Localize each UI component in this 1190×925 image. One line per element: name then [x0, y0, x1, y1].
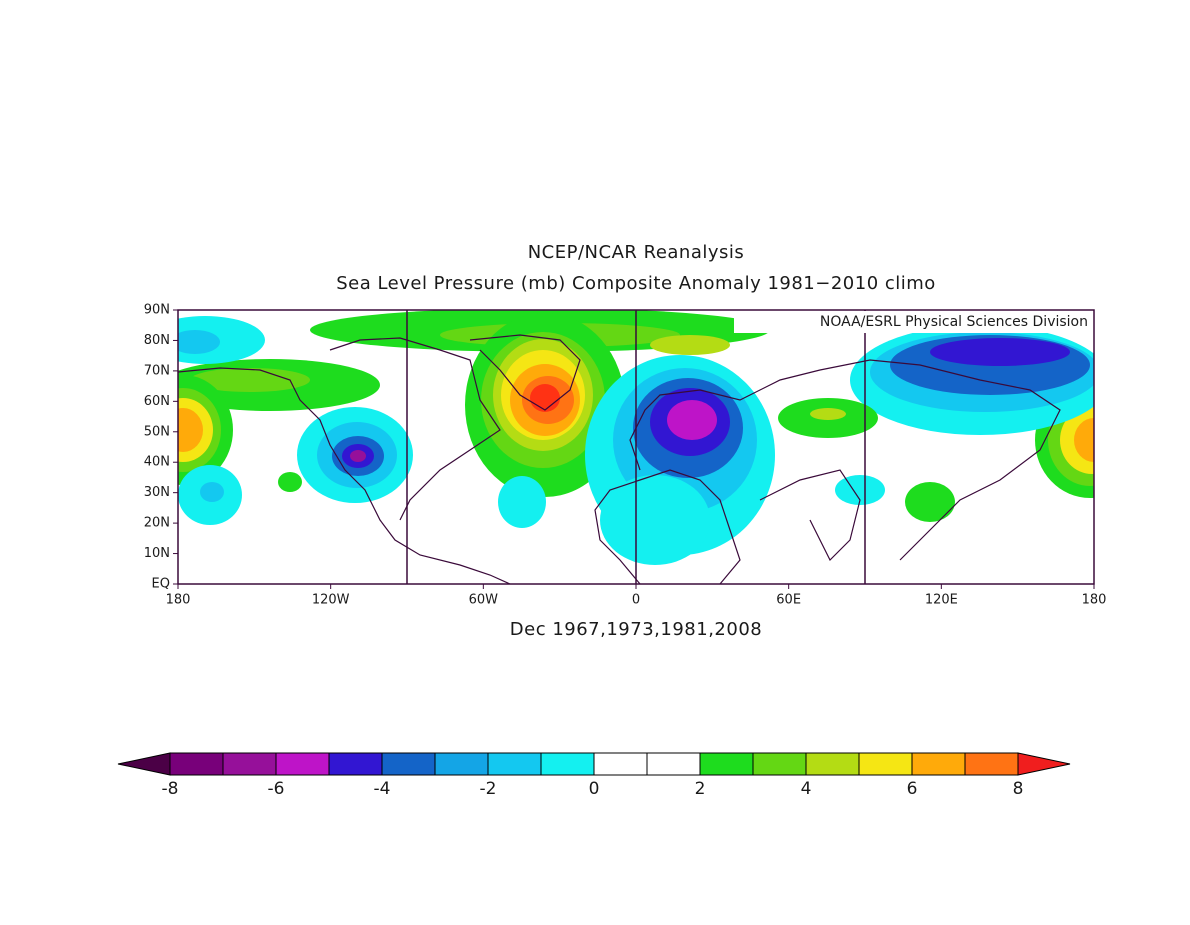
colorbar-box — [169, 752, 224, 776]
colorbar-tick-label: -8 — [162, 779, 179, 799]
colorbar-tick-label: 2 — [695, 779, 706, 799]
colorbar-box — [487, 752, 542, 776]
colorbar-box — [805, 752, 860, 776]
title: NCEP/NCAR Reanalysis — [528, 242, 745, 263]
colorbar-box — [275, 752, 330, 776]
lon-tick-label: 0 — [632, 593, 640, 608]
colorbar-tick-label: -2 — [480, 779, 497, 799]
colorbar-high — [1017, 752, 1071, 776]
colorbar-box — [328, 752, 383, 776]
map-frame: 180 120W 60W 0 60E 120E 180EQ10N20N30N40N50N60… — [144, 303, 1107, 608]
caption: Dec 1967,1973,1981,2008 — [510, 619, 762, 640]
colorbar-tick-label: 4 — [801, 779, 812, 799]
colorbar-box — [434, 752, 489, 776]
colorbar-box — [911, 752, 966, 776]
lat-tick-label: 60N — [144, 394, 170, 409]
lat-tick-label: 70N — [144, 363, 170, 378]
lon-tick-label: 120W — [312, 593, 350, 608]
colorbar-box — [752, 752, 807, 776]
lat-tick-label: 50N — [144, 424, 170, 439]
lat-tick-label: 20N — [144, 516, 170, 531]
lat-tick-label: 80N — [144, 333, 170, 348]
anomaly-field — [178, 310, 1094, 565]
colorbar-low — [117, 752, 171, 776]
colorbar-box — [381, 752, 436, 776]
colorbar-tick-label: 8 — [1013, 779, 1024, 799]
credit: NOAA/ESRL Physical Sciences Division — [820, 314, 1088, 330]
coastlines — [178, 334, 1061, 584]
colorbar-box — [964, 752, 1019, 776]
colorbar-box — [540, 752, 595, 776]
subtitle: Sea Level Pressure (mb) Composite Anomal… — [336, 273, 936, 294]
lat-tick-label: 10N — [144, 546, 170, 561]
colorbar-tick-label: 0 — [589, 779, 600, 799]
lon-tick-label: 180 — [1082, 593, 1107, 608]
colorbar-tick-label: -4 — [374, 779, 391, 799]
lon-tick-label: 60E — [776, 593, 801, 608]
lat-tick-label: 40N — [144, 455, 170, 470]
colorbar-box — [858, 752, 913, 776]
colorbar-box — [699, 752, 754, 776]
lat-tick-label: 30N — [144, 485, 170, 500]
lat-tick-label: EQ — [152, 577, 170, 592]
colorbar-tick-label: 6 — [907, 779, 918, 799]
colorbar-box — [222, 752, 277, 776]
colorbar-box — [593, 752, 648, 776]
credit-box — [734, 311, 1093, 333]
colorbar-box — [646, 752, 701, 776]
colorbar-tick-label: -6 — [268, 779, 285, 799]
colorbar: -8 -6 -4 -2 0 2 4 6 8 — [117, 752, 1071, 799]
lat-tick-label: 90N — [144, 303, 170, 318]
lon-tick-label: 120E — [925, 593, 958, 608]
lon-tick-label: 60W — [469, 593, 499, 608]
lon-tick-label: 180 — [166, 593, 191, 608]
